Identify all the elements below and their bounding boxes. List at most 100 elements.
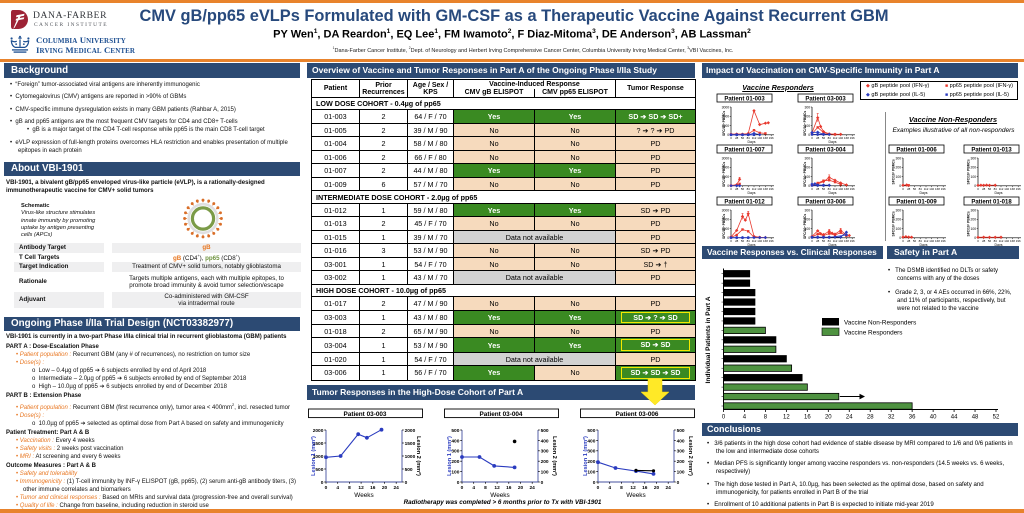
svg-text:28: 28 [816,136,820,140]
svg-text:8: 8 [620,485,623,491]
svg-text:0: 0 [461,485,464,491]
svg-text:24: 24 [394,485,400,491]
svg-text:300: 300 [805,156,811,160]
svg-text:200: 200 [805,218,811,222]
svg-text:Patient 01-012: Patient 01-012 [724,199,765,205]
svg-text:3000: 3000 [722,105,730,109]
svg-text:0: 0 [899,184,901,188]
svg-text:20: 20 [654,485,660,491]
svg-text:12: 12 [783,415,790,421]
svg-text:84: 84 [828,187,832,191]
svg-text:28: 28 [907,187,911,191]
svg-text:100: 100 [677,470,685,476]
svg-text:56: 56 [913,187,917,191]
svg-text:Days: Days [748,243,756,247]
svg-text:200: 200 [541,459,549,465]
svg-text:Patient 01-007: Patient 01-007 [724,147,765,153]
svg-text:500: 500 [451,428,459,434]
svg-text:2000: 2000 [405,428,416,434]
svg-text:112: 112 [833,136,838,140]
svg-text:500: 500 [587,428,595,434]
svg-text:Patient 01-013: Patient 01-013 [971,147,1012,153]
svg-text:84: 84 [747,239,751,243]
svg-text:4: 4 [472,485,475,491]
svg-text:4: 4 [608,485,611,491]
svg-text:300: 300 [896,156,902,160]
svg-text:36: 36 [909,415,916,421]
svg-text:196: 196 [941,187,946,191]
svg-text:Patient 01-003: Patient 01-003 [724,96,765,102]
svg-text:56: 56 [913,239,917,243]
svg-text:Patient 03-004: Patient 03-004 [480,411,523,418]
svg-text:84: 84 [828,136,832,140]
svg-text:Weeks: Weeks [490,492,509,499]
svg-text:1500: 1500 [405,441,416,447]
svg-text:0: 0 [730,239,732,243]
svg-text:SFC/10⁶ PBMCs: SFC/10⁶ PBMCs [803,111,807,136]
svg-text:28: 28 [907,239,911,243]
svg-text:168: 168 [935,187,940,191]
svg-text:0: 0 [727,184,729,188]
svg-text:168: 168 [844,187,849,191]
svg-text:0: 0 [325,485,328,491]
svg-text:100: 100 [805,175,811,179]
svg-text:112: 112 [999,239,1004,243]
svg-text:0: 0 [902,187,904,191]
svg-text:56: 56 [822,239,826,243]
svg-text:28: 28 [735,136,739,140]
svg-text:200: 200 [896,166,902,170]
svg-text:84: 84 [919,187,923,191]
svg-text:168: 168 [1010,239,1015,243]
svg-text:0: 0 [677,480,680,486]
svg-text:28: 28 [982,239,986,243]
svg-text:200: 200 [451,459,459,465]
svg-text:Progression-Free Survival (Wee: Progression-Free Survival (Weeks) [805,423,914,424]
svg-text:140: 140 [757,136,762,140]
svg-text:112: 112 [924,187,929,191]
svg-text:40: 40 [930,415,937,421]
svg-text:Lesion 1 (mm²): Lesion 1 (mm²) [446,436,453,476]
svg-text:Lesion 2 (mm²): Lesion 2 (mm²) [551,436,558,476]
svg-text:SFC/10⁶ PBMCs: SFC/10⁶ PBMCs [722,162,726,187]
svg-text:0: 0 [977,187,979,191]
svg-text:300: 300 [971,156,977,160]
svg-text:1000: 1000 [722,227,730,231]
svg-text:48: 48 [972,415,979,421]
svg-text:56: 56 [988,187,992,191]
svg-text:56: 56 [822,187,826,191]
svg-text:32: 32 [888,415,895,421]
svg-text:Weeks: Weeks [626,492,645,499]
svg-text:500: 500 [677,428,685,434]
svg-text:0: 0 [730,187,732,191]
svg-text:Patient 01-018: Patient 01-018 [971,199,1012,205]
svg-text:300: 300 [896,208,902,212]
svg-text:Days: Days [748,191,756,195]
svg-text:SFC/10⁶ PBMCs: SFC/10⁶ PBMCs [722,214,726,239]
svg-text:100: 100 [971,175,977,179]
svg-text:0: 0 [541,480,544,486]
svg-text:SFC/10⁶ PBMCs: SFC/10⁶ PBMCs [967,211,971,236]
svg-text:84: 84 [994,239,998,243]
svg-text:Lesion 1 (mm²): Lesion 1 (mm²) [310,436,317,476]
svg-text:0: 0 [974,236,976,240]
svg-text:140: 140 [838,187,843,191]
svg-text:Vaccine Non-Responders: Vaccine Non-Responders [844,320,916,327]
svg-text:20: 20 [825,415,832,421]
svg-text:Lesion 1 (mm²): Lesion 1 (mm²) [582,436,589,476]
svg-text:2000: 2000 [313,428,324,434]
svg-text:100: 100 [451,470,459,476]
svg-text:28: 28 [867,415,874,421]
svg-text:200: 200 [587,459,595,465]
svg-text:28: 28 [735,187,739,191]
svg-text:196: 196 [850,239,855,243]
svg-text:140: 140 [929,239,934,243]
svg-text:24: 24 [530,485,536,491]
svg-text:112: 112 [752,136,757,140]
svg-text:100: 100 [805,124,811,128]
svg-text:Patient 01-009: Patient 01-009 [896,199,937,205]
svg-text:SFC/10⁶ PBMCs: SFC/10⁶ PBMCs [892,159,896,184]
svg-text:16: 16 [642,485,648,491]
svg-text:SFC/10⁶ PBMCs: SFC/10⁶ PBMCs [892,211,896,236]
svg-text:0: 0 [977,239,979,243]
svg-text:200: 200 [805,115,811,119]
